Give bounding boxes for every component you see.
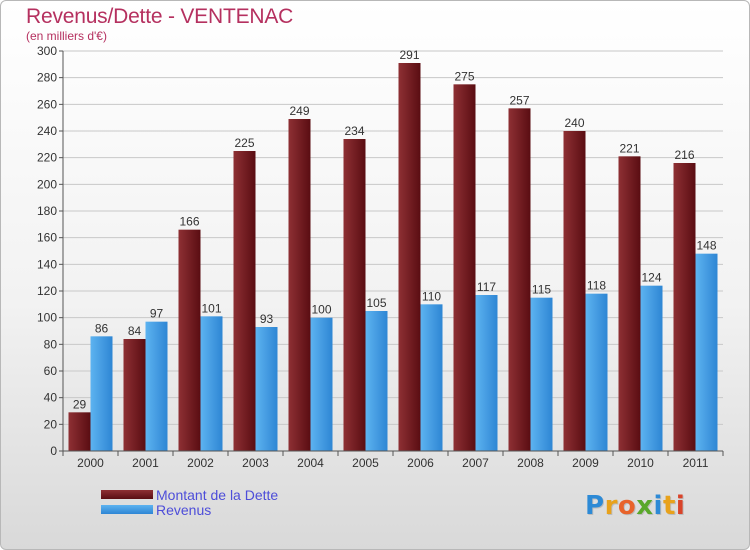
legend-swatch-debt xyxy=(101,490,153,499)
x-tick-label: 2002 xyxy=(187,456,214,470)
data-label-revenue: 118 xyxy=(587,279,606,293)
y-tick-label: 120 xyxy=(37,284,57,298)
x-tick-label: 2008 xyxy=(517,456,544,470)
logo-letter: r xyxy=(604,491,618,521)
y-tick-label: 140 xyxy=(37,257,57,271)
data-label-debt: 166 xyxy=(179,215,199,229)
bar-debt xyxy=(398,63,421,451)
y-tick-label: 80 xyxy=(44,337,58,351)
y-tick-label: 60 xyxy=(44,364,58,378)
data-label-revenue: 100 xyxy=(311,303,331,317)
bar-debt xyxy=(618,156,641,452)
data-label-revenue: 110 xyxy=(422,289,441,303)
y-tick-label: 160 xyxy=(37,231,57,245)
data-label-debt: 234 xyxy=(344,124,364,138)
x-tick-label: 2000 xyxy=(77,456,104,470)
data-label-debt: 225 xyxy=(234,136,254,150)
data-label-debt: 216 xyxy=(674,148,694,162)
y-tick-label: 240 xyxy=(37,124,57,138)
data-label-revenue: 105 xyxy=(366,296,386,310)
data-label-revenue: 117 xyxy=(477,280,496,294)
data-label-debt: 257 xyxy=(509,93,529,107)
logo-letter: i xyxy=(675,491,686,521)
legend-item-revenue: Revenus xyxy=(101,501,278,518)
proxiti-logo: Proxiti xyxy=(585,491,685,521)
bar-revenue xyxy=(475,295,498,451)
bar-revenue xyxy=(640,285,663,451)
bar-debt xyxy=(343,139,366,451)
y-tick-label: 40 xyxy=(44,391,58,405)
data-label-revenue: 93 xyxy=(260,312,274,326)
data-label-revenue: 97 xyxy=(150,307,164,321)
bar-debt xyxy=(508,108,531,451)
x-tick-label: 2004 xyxy=(297,456,324,470)
data-label-revenue: 101 xyxy=(201,301,221,315)
data-label-debt: 221 xyxy=(619,141,639,155)
y-tick-label: 20 xyxy=(44,417,58,431)
bar-revenue xyxy=(585,293,608,451)
logo-letter: P xyxy=(585,491,605,521)
legend: Montant de la Dette Revenus xyxy=(101,486,279,518)
x-tick-label: 2010 xyxy=(627,456,654,470)
chart-title: Revenus/Dette - VENTENAC xyxy=(26,5,294,28)
legend-label-debt: Montant de la Dette xyxy=(156,486,279,503)
bar-debt xyxy=(68,412,91,451)
x-tick-label: 2011 xyxy=(683,456,709,470)
y-tick-label: 100 xyxy=(37,311,57,325)
logo-letter: t xyxy=(662,491,676,521)
legend-item-debt: Montant de la Dette xyxy=(101,486,279,503)
data-label-debt: 240 xyxy=(564,116,584,130)
bar-debt xyxy=(233,151,256,451)
bar-revenue xyxy=(255,327,278,451)
bar-revenue xyxy=(530,297,553,451)
bar-revenue xyxy=(365,311,388,451)
y-tick-label: 280 xyxy=(37,71,57,85)
data-label-revenue: 115 xyxy=(532,283,551,297)
x-tick-label: 2005 xyxy=(352,456,379,470)
y-tick-label: 180 xyxy=(37,204,57,218)
y-tick-label: 220 xyxy=(37,151,57,165)
legend-label-revenue: Revenus xyxy=(156,501,212,518)
logo-letter: o xyxy=(617,491,637,521)
data-label-revenue: 148 xyxy=(696,239,716,253)
bar-debt xyxy=(123,339,146,451)
data-label-debt: 84 xyxy=(128,324,142,338)
bar-debt xyxy=(453,84,476,451)
y-tick-label: 260 xyxy=(37,97,57,111)
data-label-debt: 249 xyxy=(289,104,309,118)
logo-letter: i xyxy=(653,491,663,521)
x-tick-label: 2009 xyxy=(572,456,599,470)
logo-letter: x xyxy=(636,491,654,521)
bar-revenue xyxy=(695,253,718,451)
data-label-revenue: 86 xyxy=(95,321,109,335)
chart-subtitle: (en milliers d'€) xyxy=(26,29,107,43)
bar-debt xyxy=(563,131,586,451)
legend-swatch-revenue xyxy=(101,505,153,514)
data-label-revenue: 124 xyxy=(641,271,661,285)
bar-revenue xyxy=(90,336,113,451)
bar-debt xyxy=(178,229,201,451)
x-tick-label: 2001 xyxy=(132,456,159,470)
bar-debt xyxy=(288,119,311,451)
bar-revenue xyxy=(200,316,223,451)
data-label-debt: 275 xyxy=(454,69,474,83)
bar-revenue xyxy=(145,321,168,451)
data-label-debt: 29 xyxy=(73,397,87,411)
data-label-debt: 291 xyxy=(399,48,419,62)
bar-revenue xyxy=(420,304,443,451)
x-tick-label: 2006 xyxy=(407,456,434,470)
bar-revenue xyxy=(310,317,333,451)
x-tick-label: 2003 xyxy=(242,456,269,470)
x-tick-label: 2007 xyxy=(462,456,489,470)
bar-debt xyxy=(673,163,696,451)
y-tick-label: 300 xyxy=(37,44,57,58)
y-tick-label: 200 xyxy=(37,177,57,191)
y-tick-label: 0 xyxy=(50,444,57,458)
